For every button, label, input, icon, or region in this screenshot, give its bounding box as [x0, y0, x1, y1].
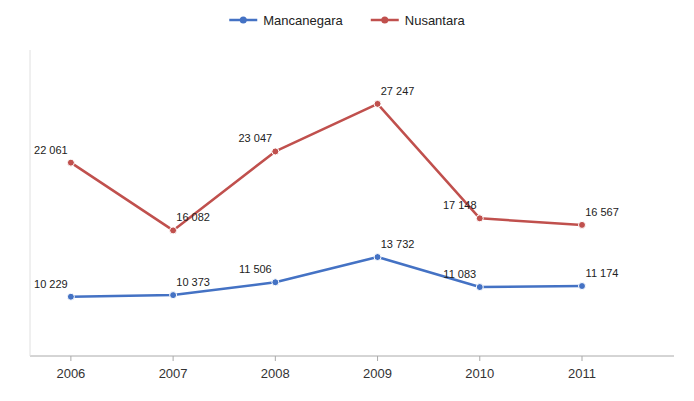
x-tick	[377, 356, 378, 361]
series-line	[71, 104, 582, 231]
x-tick-label: 2010	[465, 366, 494, 381]
x-tick-label: 2011	[568, 366, 596, 381]
data-label: 16 567	[585, 206, 619, 218]
data-label: 16 082	[176, 211, 210, 223]
x-tick-label: 2007	[159, 366, 188, 381]
data-label: 17 148	[443, 199, 477, 211]
x-tick	[70, 356, 71, 361]
y-axis-line	[30, 50, 31, 356]
plot-area	[67, 100, 585, 300]
x-tick-label: 2006	[56, 366, 85, 381]
data-label: 23 047	[239, 132, 273, 144]
series-marker	[67, 159, 74, 166]
x-tick	[173, 356, 174, 361]
data-label: 10 373	[176, 276, 210, 288]
x-tick-label: 2008	[261, 366, 290, 381]
x-tick	[479, 356, 480, 361]
series-marker	[579, 221, 586, 228]
series-marker	[170, 227, 177, 234]
legend-label: Mancanegara	[263, 13, 343, 28]
x-tick-label: 2009	[363, 366, 392, 381]
series-marker	[272, 279, 279, 286]
x-axis-line	[30, 356, 674, 357]
series-marker	[579, 283, 586, 290]
x-tick	[275, 356, 276, 361]
series-marker	[67, 293, 74, 300]
series-line	[71, 257, 582, 297]
data-label: 27 247	[381, 85, 415, 97]
data-label: 11 506	[239, 263, 272, 275]
legend-item: Nusantara	[371, 13, 466, 28]
series-marker	[374, 100, 381, 107]
series-marker	[272, 148, 279, 155]
legend-marker	[381, 17, 388, 24]
data-label: 11 083	[443, 268, 476, 280]
series-marker	[374, 254, 381, 261]
legend: Mancanegara Nusantara	[229, 13, 465, 28]
chart: 2006 2007 2008 2009 2010 2011 10 229 10 373 11 5…	[0, 0, 694, 401]
data-label: 13 732	[381, 238, 415, 250]
series-marker	[476, 215, 483, 222]
legend-label: Nusantara	[405, 13, 466, 28]
x-tick	[582, 356, 583, 361]
data-label: 11 174	[586, 267, 619, 279]
chart-container: 2006 2007 2008 2009 2010 2011 10 229 10 373 11 5…	[0, 0, 694, 401]
series-marker	[170, 292, 177, 299]
data-label: 22 061	[34, 144, 68, 156]
series-marker	[476, 284, 483, 291]
data-label: 10 229	[34, 278, 68, 290]
legend-item: Mancanegara	[229, 13, 343, 28]
data-labels: 10 229 10 373 11 506 13 732 11 083 11 174 22 0…	[34, 85, 619, 290]
legend-marker	[240, 17, 247, 24]
